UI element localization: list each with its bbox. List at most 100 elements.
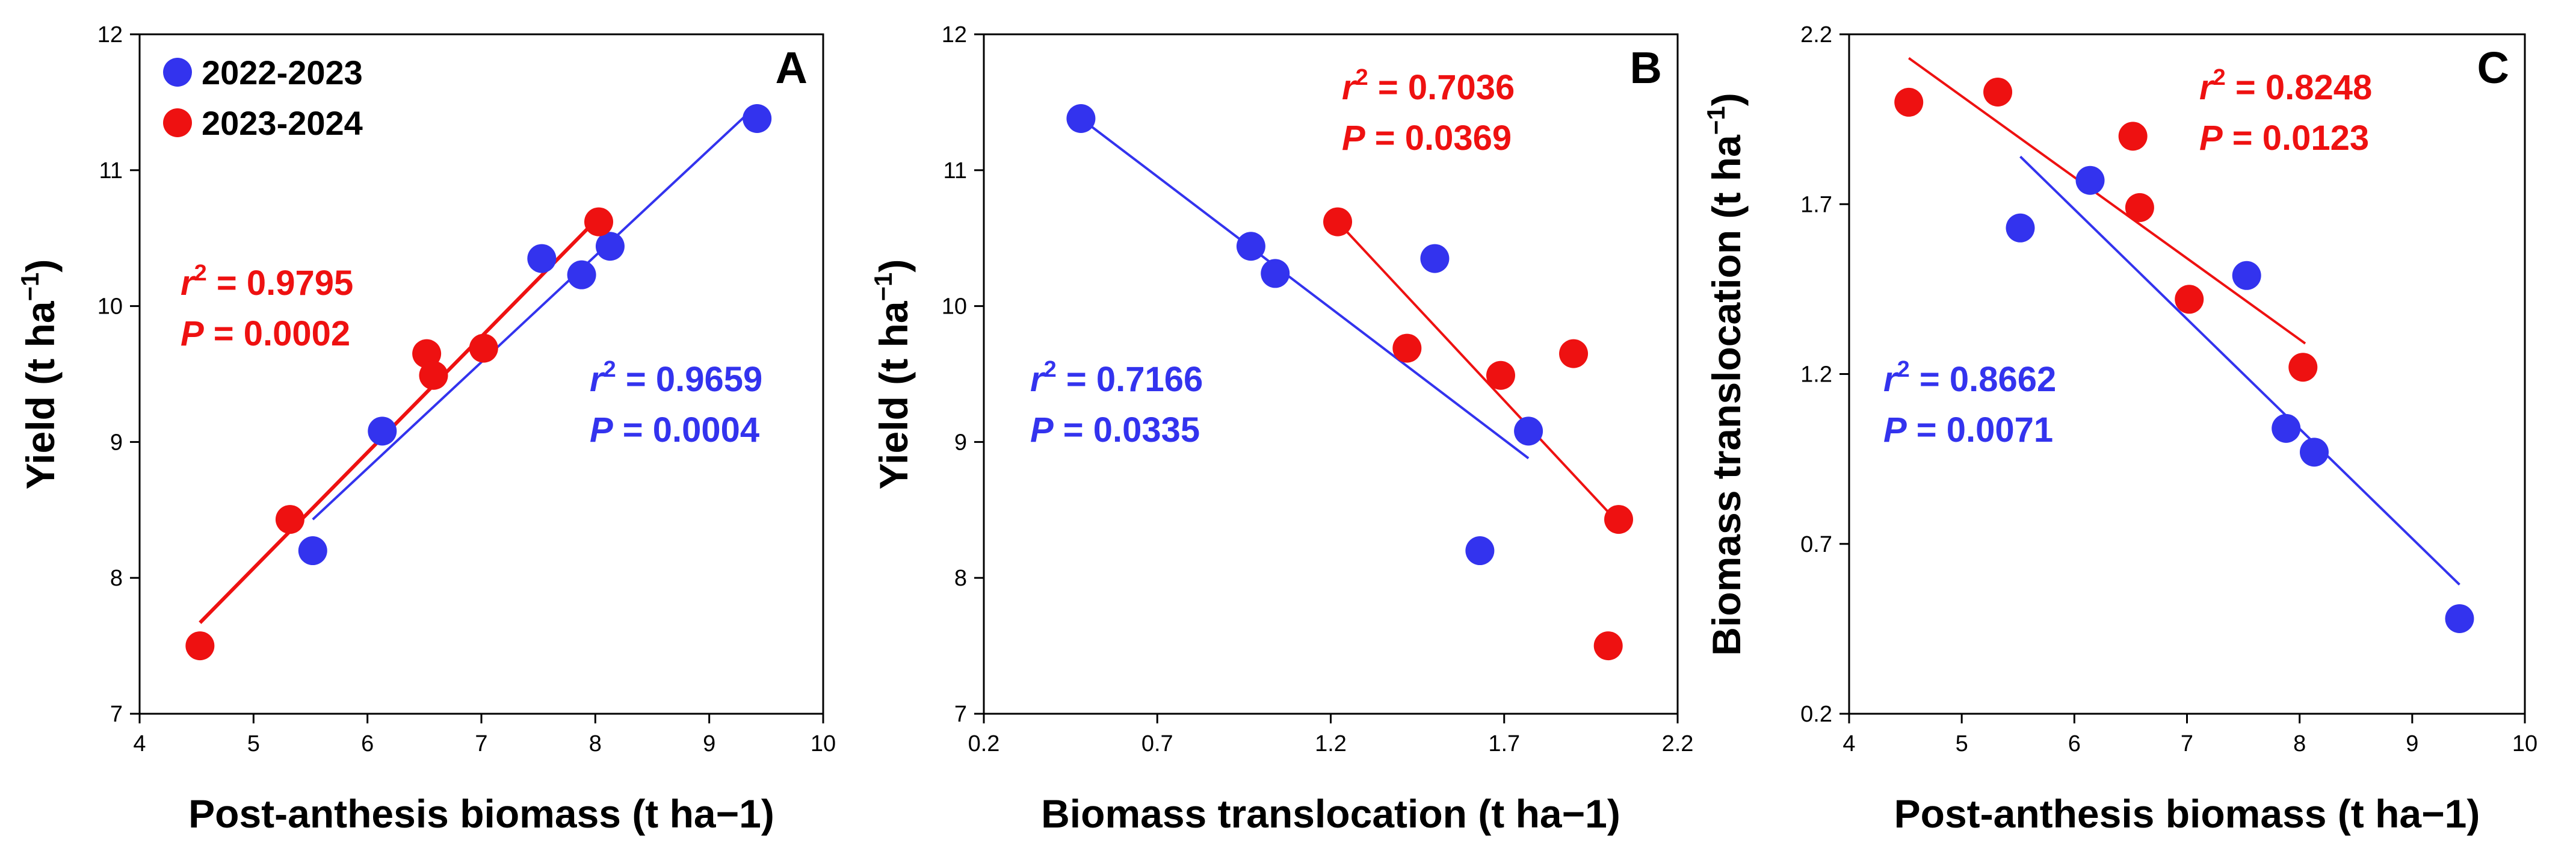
r-superscript: 2 (604, 357, 616, 382)
p-value: = 0.0002 (204, 314, 351, 353)
data-point-2023-2024 (1559, 339, 1589, 368)
data-point-2022-2023 (567, 260, 596, 289)
x-tick-label: 10 (811, 731, 836, 756)
data-point-2022-2023 (298, 536, 327, 566)
y-tick-label: 11 (944, 158, 967, 184)
data-point-2023-2024 (1894, 87, 1924, 117)
y-tick-label: 0.7 (1800, 532, 1832, 557)
data-point-2023-2024 (584, 207, 614, 237)
p-value-label: P = 0.0123 (2199, 119, 2369, 158)
x-tick-label: 4 (133, 731, 146, 756)
regression-line-2023-2024 (1336, 221, 1616, 521)
legend-label: 2023-2024 (202, 104, 363, 142)
x-tick-label: 0.2 (968, 731, 1000, 756)
y-axis-label-close: ) (18, 259, 63, 273)
x-tick-label: 0.7 (1141, 731, 1173, 756)
data-point-2022-2023 (1514, 416, 1543, 446)
data-point-2022-2023 (2232, 261, 2261, 290)
y-tick-label: 2.2 (1800, 22, 1832, 48)
plot-area (1848, 33, 2526, 715)
r-squared-value: = 0.9659 (616, 360, 763, 399)
r-squared-label: r2 = 0.9795 (181, 261, 353, 303)
p-symbol: P (1030, 410, 1054, 450)
p-value: = 0.0369 (1365, 119, 1512, 158)
data-point-2023-2024 (1323, 207, 1353, 237)
panel-c: 4 5 6 7 8 9 10 0.2 0.7 1.2 1.7 2.2 Post-anthesis bio… (1702, 22, 2537, 836)
x-axis-label: Biomass translocation (t ha−1) (1041, 791, 1620, 836)
data-point-2023-2024 (419, 360, 448, 390)
x-tick-label: 9 (703, 731, 715, 756)
y-tick-label: 7 (110, 702, 123, 727)
y-axis-label: Biomass translocation (t ha−1) (1702, 93, 1749, 655)
data-point-2022-2023 (2272, 413, 2301, 443)
r-superscript: 2 (1044, 357, 1057, 382)
y-tick-label: 8 (110, 566, 123, 591)
p-symbol: P (2199, 119, 2223, 158)
regression-line-2022-2023 (1080, 117, 1530, 460)
r-symbol: r (1342, 68, 1357, 107)
y-axis-label: Yield (t ha−1) (869, 259, 916, 490)
y-tick-label: 8 (954, 566, 967, 591)
y-axis-label: Yield (t ha−1) (16, 259, 63, 490)
data-point-2022-2023 (2006, 213, 2035, 243)
data-point-2022-2023 (595, 232, 625, 261)
x-tick-label: 1.7 (1488, 731, 1520, 756)
data-point-2022-2023 (743, 104, 772, 133)
x-tick-label: 6 (361, 731, 374, 756)
regression-line-2022-2023 (2019, 155, 2460, 586)
y-tick-label: 1.7 (1800, 192, 1832, 217)
data-point-2023-2024 (1392, 333, 1422, 363)
data-point-2022-2023 (368, 416, 397, 446)
r-superscript: 2 (2213, 65, 2226, 90)
panel-letter: B (1630, 43, 1662, 93)
r-squared-label: r2 = 0.9659 (590, 357, 762, 399)
r-symbol: r (1030, 360, 1046, 399)
p-value: = 0.0004 (613, 410, 760, 450)
y-tick-label: 7 (954, 702, 967, 727)
data-point-2022-2023 (1236, 232, 1265, 261)
y-tick-label: 0.2 (1800, 702, 1832, 727)
plot-area (138, 33, 824, 715)
data-point-2023-2024 (185, 631, 215, 661)
x-tick-label: 10 (2512, 731, 2537, 756)
legend-marker-2022-2023 (163, 58, 192, 87)
r-squared-label: r2 = 0.7166 (1030, 357, 1203, 399)
r-symbol: r (181, 264, 196, 303)
x-tick-label: 1.2 (1315, 731, 1347, 756)
data-point-2022-2023 (2445, 604, 2474, 633)
r-superscript: 2 (1356, 65, 1368, 90)
panel-letter: C (2477, 43, 2509, 93)
data-point-2022-2023 (1066, 104, 1096, 133)
x-tick-label: 9 (2406, 731, 2418, 756)
x-tick-label: 5 (1956, 731, 1968, 756)
r-superscript: 2 (194, 261, 207, 286)
r-squared-label: r2 = 0.7036 (1342, 65, 1515, 107)
r-squared-value: = 0.9795 (207, 264, 354, 303)
data-point-2023-2024 (412, 339, 442, 368)
panel-b: 0.2 0.7 1.2 1.7 2.2 7 8 9 10 11 12 Biomass transloc… (869, 22, 1693, 836)
x-tick-label: 7 (2181, 731, 2193, 756)
p-value: = 0.0335 (1054, 410, 1200, 450)
x-tick-label: 5 (247, 731, 260, 756)
p-value: = 0.0071 (1907, 410, 2054, 450)
data-point-2022-2023 (1261, 259, 1290, 288)
data-point-2023-2024 (1604, 505, 1633, 534)
y-axis-label-close: ) (871, 259, 916, 273)
r-squared-value: = 0.7036 (1368, 68, 1515, 107)
data-point-2022-2023 (527, 244, 557, 273)
p-symbol: P (1883, 410, 1907, 450)
x-tick-label: 6 (2068, 731, 2081, 756)
data-point-2023-2024 (275, 505, 304, 534)
data-point-2023-2024 (469, 333, 498, 363)
data-point-2023-2024 (1983, 77, 2013, 107)
data-point-2023-2024 (2175, 285, 2204, 314)
x-tick-label: 7 (475, 731, 487, 756)
legend-label: 2022-2023 (202, 54, 363, 91)
x-axis-label: Post-anthesis biomass (t ha−1) (188, 791, 774, 836)
p-symbol: P (181, 314, 204, 353)
x-tick-label: 8 (589, 731, 602, 756)
y-axis-label-main: Yield (t ha (18, 300, 63, 489)
p-value-label: P = 0.0369 (1342, 119, 1512, 158)
x-axis-label: Post-anthesis biomass (t ha−1) (1894, 791, 2480, 836)
